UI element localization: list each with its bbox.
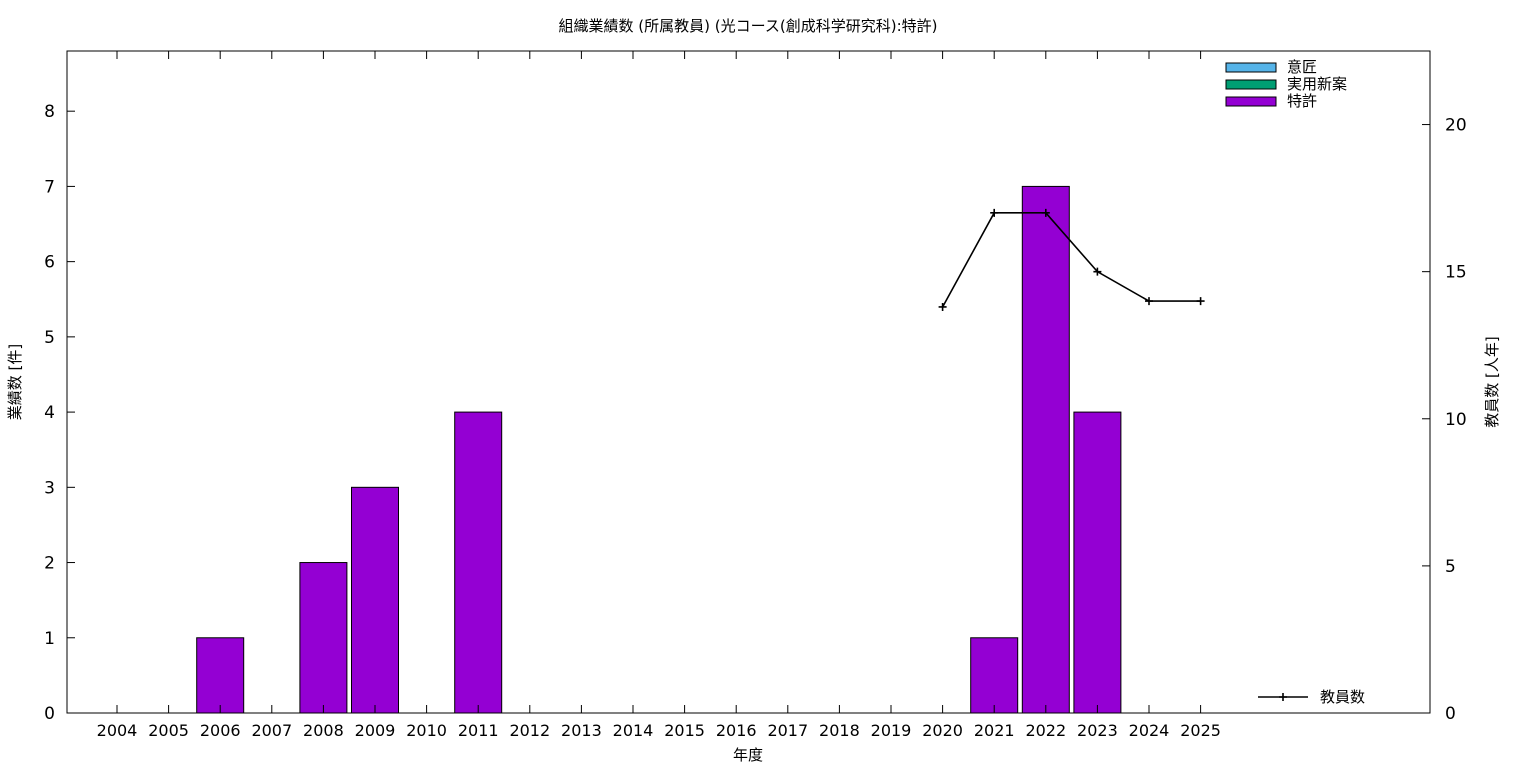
x-tick-label: 2011 (458, 721, 499, 740)
y-tick-label: 6 (44, 253, 55, 273)
bar (196, 637, 245, 714)
x-tick-label: 2023 (1077, 721, 1118, 740)
line-point (990, 208, 999, 217)
x-tick-label: 2018 (819, 721, 860, 740)
x-tick-label: 2019 (871, 721, 912, 740)
y-tick-label: 2 (44, 554, 55, 574)
line-series-path (941, 212, 1201, 308)
legend-swatch (1225, 96, 1277, 107)
x-tick-label: 2016 (716, 721, 757, 740)
bar (1021, 185, 1070, 714)
x-tick-label: 2007 (251, 721, 292, 740)
y2-tick-label: 5 (1445, 557, 1456, 577)
line-point (1145, 297, 1153, 306)
y-tick-label: 5 (44, 328, 55, 348)
x-tick-label: 2008 (303, 721, 344, 740)
bar (299, 562, 348, 714)
line-point (1093, 267, 1102, 276)
y2-tick-label: 15 (1445, 263, 1467, 283)
legend-swatch (1225, 79, 1277, 90)
y-tick-label: 0 (44, 704, 55, 724)
y-tick-label: 8 (44, 102, 55, 122)
x-tick-label: 2014 (613, 721, 654, 740)
line-point (1196, 297, 1205, 306)
y-tick-label: 3 (44, 478, 55, 498)
y2-tick-label: 20 (1445, 116, 1467, 136)
x-tick-label: 2006 (200, 721, 241, 740)
bar (970, 637, 1019, 714)
legend-label: 実用新案 (1287, 75, 1347, 93)
x-tick-label: 2012 (509, 721, 550, 740)
y2-tick-label: 0 (1445, 704, 1456, 724)
x-tick-label: 2021 (974, 721, 1015, 740)
axes-layer: 2004 2005 2006 2007 2008 2009 2010 2011 2012 2013… (44, 51, 1467, 740)
x-tick-label: 2017 (767, 721, 808, 740)
x-tick-label: 2015 (664, 721, 705, 740)
line-legend: 教員数 (1258, 688, 1365, 706)
plot-frame (66, 50, 1431, 714)
x-tick-label: 2020 (922, 721, 963, 740)
legend-swatch (1225, 62, 1277, 73)
x-tick-label: 2022 (1025, 721, 1066, 740)
line-point (1041, 208, 1050, 217)
legend-label: 特許 (1287, 92, 1317, 110)
x-tick-label: 2013 (561, 721, 602, 740)
line-point (938, 302, 947, 311)
y-tick-label: 1 (44, 629, 55, 649)
y-axis-label: 業績数 [件] (6, 344, 24, 420)
x-tick-label: 2005 (148, 721, 189, 740)
y-tick-label: 7 (44, 177, 55, 197)
y2-tick-label: 10 (1445, 410, 1467, 430)
bar (1073, 411, 1122, 714)
bar (454, 411, 503, 714)
x-axis-label: 年度 (733, 746, 763, 764)
line-legend-label: 教員数 (1320, 688, 1365, 706)
legend-label: 意匠 (1287, 58, 1317, 76)
x-tick-label: 2009 (355, 721, 396, 740)
x-tick-label: 2004 (97, 721, 138, 740)
y2-axis-label: 教員数 [人年] (1483, 336, 1501, 427)
line-legend-marker (1279, 693, 1287, 701)
bars-layer (196, 185, 1122, 714)
x-tick-label: 2025 (1180, 721, 1221, 740)
y-tick-label: 4 (44, 403, 55, 423)
bar (351, 486, 399, 714)
x-tick-label: 2010 (406, 721, 447, 740)
x-tick-label: 2024 (1129, 721, 1170, 740)
chart-title: 組織業績数 (所属教員) (光コース(創成科学研究科):特許) (559, 17, 938, 35)
line-layer (938, 208, 1205, 311)
